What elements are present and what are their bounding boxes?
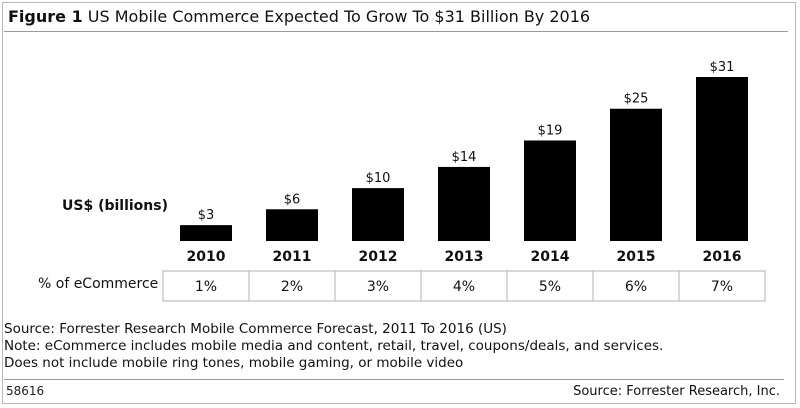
bar-2010 — [180, 225, 232, 241]
footer-source: Source: Forrester Research, Inc. — [573, 384, 780, 399]
bar-2014 — [524, 140, 576, 241]
pct-cell-2011: 2% — [281, 279, 303, 295]
footer-rule — [4, 379, 784, 380]
x-tick-2011: 2011 — [273, 249, 312, 265]
note-source: Source: Forrester Research Mobile Commer… — [4, 321, 507, 337]
figure-code: 58616 — [6, 384, 45, 398]
bar-2016 — [696, 77, 748, 241]
pct-cell-2012: 3% — [367, 279, 389, 295]
note-exclusions: Does not include mobile ring tones, mobi… — [4, 355, 464, 371]
data-label-2016: $31 — [710, 60, 735, 75]
bar-2015 — [610, 108, 662, 241]
bar-chart: $3 2010 1% $6 2011 2% $10 2012 3% $14 2013 4% $19 201… — [162, 60, 766, 302]
chart-title: Figure 1 US Mobile Commerce Expected To … — [4, 3, 788, 32]
bar-2012 — [352, 188, 404, 241]
pct-cell-2013: 4% — [453, 279, 475, 295]
y-axis-label: US$ (billions) — [62, 198, 168, 214]
x-tick-2014: 2014 — [531, 249, 570, 265]
pct-cell-2010: 1% — [195, 279, 217, 295]
data-label-2010: $3 — [198, 208, 215, 223]
x-tick-2013: 2013 — [445, 249, 484, 265]
pct-cell-2014: 5% — [539, 279, 561, 295]
x-tick-2012: 2012 — [359, 249, 398, 265]
pct-cell-2015: 6% — [625, 279, 647, 295]
figure-frame — [2, 2, 796, 404]
x-tick-2016: 2016 — [703, 249, 742, 265]
bar-2011 — [266, 209, 318, 241]
bar-2013 — [438, 166, 490, 241]
pct-row-label: % of eCommerce — [38, 276, 159, 292]
title-text: US Mobile Commerce Expected To Grow To $… — [87, 7, 591, 26]
x-tick-2010: 2010 — [187, 249, 226, 265]
data-label-2015: $25 — [624, 92, 649, 107]
data-label-2012: $10 — [366, 171, 391, 186]
figure-label: Figure 1 — [8, 7, 83, 26]
pct-cell-2016: 7% — [711, 279, 733, 295]
data-label-2014: $19 — [538, 123, 563, 138]
data-label-2013: $14 — [452, 150, 477, 165]
x-tick-2015: 2015 — [617, 249, 656, 265]
pct-row-box — [162, 270, 766, 302]
note-definition: Note: eCommerce includes mobile media an… — [4, 338, 664, 354]
data-label-2011: $6 — [284, 192, 301, 207]
notes: Source: Forrester Research Mobile Commer… — [4, 321, 784, 372]
